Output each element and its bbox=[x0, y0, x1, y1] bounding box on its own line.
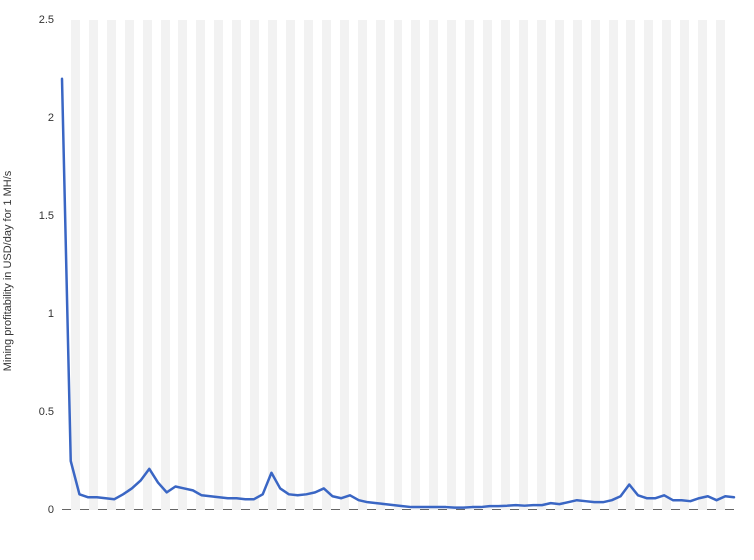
line-chart-svg bbox=[62, 20, 734, 510]
y-tick-label: 0 bbox=[14, 504, 54, 516]
y-axis-title: Mining profitability in USD/day for 1 MH… bbox=[2, 171, 14, 372]
y-tick-label: 1.5 bbox=[14, 210, 54, 222]
y-tick-label: 0.5 bbox=[14, 406, 54, 418]
y-tick-label: 2.5 bbox=[14, 14, 54, 26]
plot-area bbox=[62, 20, 734, 510]
data-line bbox=[62, 79, 734, 508]
y-tick-label: 1 bbox=[14, 308, 54, 320]
y-tick-label: 2 bbox=[14, 112, 54, 124]
chart-container bbox=[62, 20, 734, 510]
